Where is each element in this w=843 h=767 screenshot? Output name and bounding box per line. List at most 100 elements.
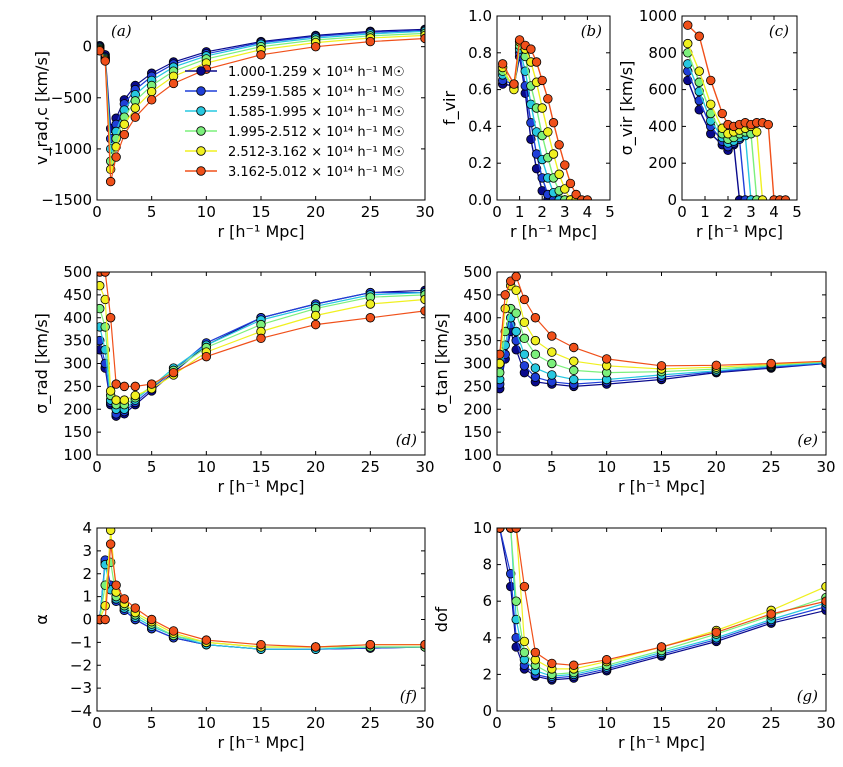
y-tick-label: 0.8 — [468, 44, 492, 62]
x-tick-label: 3 — [746, 203, 756, 221]
x-tick-label: 25 — [361, 714, 380, 732]
data-point — [706, 75, 716, 86]
data-point — [511, 596, 521, 606]
panel-tag: (c) — [769, 22, 789, 40]
data-point — [554, 169, 564, 179]
y-tick-label: 150 — [63, 423, 92, 441]
x-tick-label: 25 — [762, 714, 781, 732]
y-tick-label: 350 — [63, 332, 92, 350]
x-tick-label: 10 — [197, 714, 216, 732]
data-point — [310, 310, 321, 321]
data-point — [130, 390, 140, 401]
y-tick-label: 0.6 — [468, 81, 492, 99]
data-point — [256, 333, 266, 344]
data-point — [310, 41, 321, 52]
y-tick-label: 1000 — [639, 7, 677, 25]
legend-swatch-marker — [196, 106, 206, 116]
data-point — [105, 176, 116, 187]
data-point — [420, 33, 425, 44]
x-tick-label: 3 — [560, 203, 570, 221]
series-group — [497, 272, 826, 394]
data-point — [548, 149, 559, 159]
x-tick-label: 20 — [306, 714, 325, 732]
x-axis-label: r [h⁻¹ Mpc] — [696, 222, 783, 241]
legend-entry: 1.000-1.259 × 10¹⁴ h⁻¹ M☉ — [228, 65, 405, 80]
data-point — [497, 358, 505, 369]
data-point — [548, 118, 559, 128]
data-point — [100, 56, 110, 66]
axes-frame — [96, 15, 426, 201]
data-point — [530, 363, 541, 373]
plot-area — [97, 272, 425, 455]
data-point — [547, 658, 557, 669]
data-point — [821, 596, 826, 606]
x-tick-label: 5 — [792, 203, 802, 221]
y-tick-label: 400 — [648, 117, 677, 135]
data-point — [119, 381, 130, 392]
series-line — [499, 528, 826, 679]
legend-swatch-marker — [196, 146, 206, 156]
data-point — [100, 601, 110, 611]
axes-frame — [96, 271, 426, 456]
data-point — [256, 639, 266, 650]
data-point — [569, 365, 579, 376]
y-tick-label: 600 — [648, 81, 677, 99]
y-tick-label: −1500 — [41, 191, 92, 209]
data-point — [168, 78, 179, 89]
y-tick-label: 300 — [63, 355, 92, 373]
y-axis-label: σ_vir [km/s] — [617, 61, 637, 156]
data-point — [146, 379, 157, 389]
x-axis-label: r [h⁻¹ Mpc] — [218, 733, 305, 752]
data-point — [601, 655, 612, 665]
y-tick-label: 100 — [63, 446, 92, 464]
data-point — [100, 614, 110, 625]
data-point — [111, 395, 121, 405]
y-tick-label: 0.4 — [468, 117, 492, 135]
data-point — [111, 379, 121, 389]
y-tick-label: −1 — [70, 633, 92, 651]
data-point — [130, 381, 140, 392]
y-tick-label: 500 — [463, 263, 492, 281]
y-tick-label: 800 — [648, 44, 677, 62]
data-point — [694, 66, 704, 76]
x-tick-label: 0 — [92, 203, 102, 221]
y-tick-label: 0.2 — [468, 154, 492, 172]
y-tick-label: 400 — [63, 309, 92, 327]
legend-entry: 1.259-1.585 × 10¹⁴ h⁻¹ M☉ — [228, 85, 405, 100]
x-tick-label: 30 — [415, 458, 434, 476]
data-point — [500, 290, 510, 300]
data-point — [560, 184, 570, 194]
y-tick-label: 500 — [63, 263, 92, 281]
y-axis-label: σ_rad [km/s] — [32, 313, 52, 414]
data-point — [530, 335, 541, 346]
y-tick-label: −2 — [70, 656, 92, 674]
data-point — [146, 95, 157, 105]
data-point — [201, 351, 212, 362]
data-point — [500, 303, 510, 314]
data-point — [821, 581, 826, 592]
data-point — [146, 614, 157, 625]
data-point — [97, 46, 105, 56]
data-point — [537, 75, 547, 86]
x-tick-label: 20 — [707, 458, 726, 476]
data-point — [711, 627, 722, 638]
x-tick-label: 15 — [251, 458, 270, 476]
data-point — [711, 360, 722, 371]
data-point — [766, 358, 776, 369]
data-point — [497, 349, 505, 360]
data-point — [547, 358, 557, 369]
data-point — [514, 35, 525, 45]
y-tick-label: −500 — [51, 89, 92, 107]
x-tick-label: 15 — [251, 714, 270, 732]
panel-d: 0 5 10 15 20 25 30 100 150 200 250 300 350 400 450 500 (… — [32, 263, 435, 496]
data-point — [497, 59, 508, 69]
data-point — [105, 386, 116, 396]
y-tick-label: 100 — [463, 446, 492, 464]
data-point — [365, 299, 376, 309]
axes-frame — [496, 15, 611, 201]
x-tick-label: 0 — [492, 714, 502, 732]
data-point — [365, 36, 376, 47]
x-tick-label: 2 — [537, 203, 547, 221]
y-tick-label: 450 — [463, 286, 492, 304]
